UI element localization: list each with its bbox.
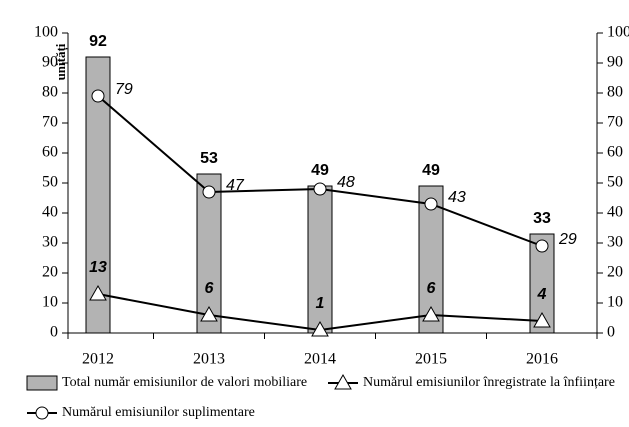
y2-tick-label: 70 bbox=[607, 114, 623, 131]
y-tick-label: 100 bbox=[34, 24, 58, 41]
bar-value-label: 49 bbox=[311, 162, 329, 179]
line-value-label: 47 bbox=[226, 177, 245, 194]
line-value-label: 6 bbox=[427, 280, 436, 297]
y2-tick-label: 50 bbox=[607, 174, 623, 191]
circle-marker bbox=[313, 182, 327, 196]
x-tick-label: 2013 bbox=[193, 351, 225, 368]
bar-value-label: 49 bbox=[422, 162, 440, 179]
line-value-label: 6 bbox=[205, 280, 214, 297]
y2-tick-label: 10 bbox=[607, 294, 623, 311]
y-tick-label: 50 bbox=[42, 174, 58, 191]
circle-marker bbox=[91, 89, 105, 103]
legend-label: Numărul emisiunilor suplimentare bbox=[62, 405, 255, 420]
y-tick-label: 40 bbox=[42, 204, 58, 221]
line-value-label: 4 bbox=[537, 286, 547, 303]
line-value-label: 79 bbox=[115, 81, 133, 98]
y-tick-label: 60 bbox=[42, 144, 58, 161]
y2-tick-label: 30 bbox=[607, 234, 623, 251]
y2-tick-label: 0 bbox=[607, 324, 615, 341]
y-tick-label: 0 bbox=[50, 324, 58, 341]
legend-marker bbox=[35, 406, 49, 420]
x-tick-label: 2014 bbox=[304, 351, 336, 368]
y-tick-label: 20 bbox=[42, 264, 58, 281]
legend-swatch bbox=[26, 375, 58, 391]
line-value-label: 48 bbox=[337, 174, 355, 191]
circle-marker bbox=[535, 239, 549, 253]
y2-tick-label: 100 bbox=[607, 24, 629, 41]
y-tick-label: 30 bbox=[42, 234, 58, 251]
legend-marker bbox=[334, 373, 352, 390]
line-value-label: 1 bbox=[316, 295, 325, 312]
line-value-label: 29 bbox=[558, 231, 577, 248]
y-tick-label: 80 bbox=[42, 84, 58, 101]
triangle-marker bbox=[422, 305, 440, 322]
triangle-marker bbox=[533, 311, 551, 328]
legend-label: Numărul emisiunilor înregistrate la înfi… bbox=[363, 375, 615, 390]
x-tick-label: 2015 bbox=[415, 351, 447, 368]
circle-marker bbox=[202, 185, 216, 199]
y2-tick-label: 60 bbox=[607, 144, 623, 161]
line-value-label: 43 bbox=[448, 189, 466, 206]
bar-value-label: 53 bbox=[200, 150, 218, 167]
y-axis-label: unități bbox=[53, 43, 69, 80]
bar bbox=[307, 185, 333, 334]
circle-marker bbox=[424, 197, 438, 211]
x-tick-label: 2012 bbox=[82, 351, 114, 368]
line-value-label: 13 bbox=[89, 259, 107, 276]
x-tick-label: 2016 bbox=[526, 351, 558, 368]
y-tick-label: 90 bbox=[42, 54, 58, 71]
triangle-marker bbox=[311, 320, 329, 337]
y2-tick-label: 40 bbox=[607, 204, 623, 221]
y2-tick-label: 80 bbox=[607, 84, 623, 101]
y2-tick-label: 90 bbox=[607, 54, 623, 71]
triangle-marker bbox=[89, 284, 107, 301]
legend-label: Total număr emisiunilor de valori mobili… bbox=[62, 375, 307, 390]
y-tick-label: 10 bbox=[42, 294, 58, 311]
y2-tick-label: 20 bbox=[607, 264, 623, 281]
bar-value-label: 92 bbox=[89, 33, 107, 50]
triangle-marker bbox=[200, 305, 218, 322]
bar bbox=[196, 173, 222, 334]
y-tick-label: 70 bbox=[42, 114, 58, 131]
bar-value-label: 33 bbox=[533, 210, 551, 227]
